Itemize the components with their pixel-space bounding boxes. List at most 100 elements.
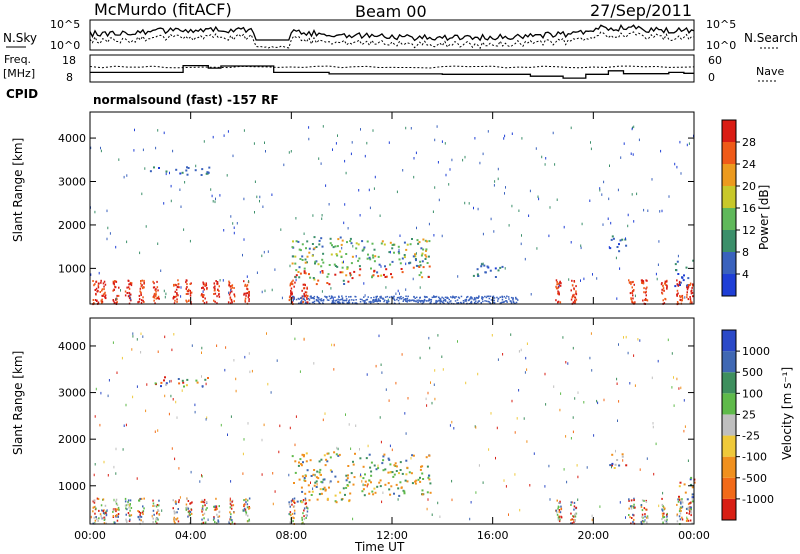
ground-scatter-point [124,294,127,297]
ground-scatter-point [154,302,156,305]
low-range-point [355,299,357,301]
low-range-point [488,295,490,298]
ground-scatter-point [663,516,665,519]
sparse-point [312,487,314,490]
scatter-point [295,274,298,277]
scatter-point [347,474,349,477]
ground-scatter-point [291,499,293,502]
ground-scatter-point [248,507,251,509]
ground-scatter-point [114,521,116,524]
scatter-point [331,244,333,247]
scatter-point [419,468,422,471]
ground-scatter-point [666,285,668,288]
ground-scatter-point [173,520,175,523]
ground-scatter-point [641,499,644,502]
scatter-point [315,283,318,286]
low-range-point [402,296,404,299]
scatter-point [317,477,320,480]
ground-scatter-point [103,285,105,288]
low-range-point [304,299,306,302]
ground-scatter-point [95,280,97,283]
low-range-point [433,296,436,298]
low-range-point [465,300,468,302]
scatter-point [311,254,314,257]
sparse-point [639,468,641,471]
scatter-point [338,453,341,456]
sparse-point [630,152,632,155]
sparse-point [128,503,130,507]
ground-scatter-point [174,296,176,298]
scatter-point [370,481,372,484]
low-range-point [466,296,468,298]
ground-scatter-point [244,508,247,511]
scatter-point [621,238,624,241]
sparse-point [115,447,117,451]
scatter-point [324,464,327,467]
low-range-point [497,300,499,302]
sparse-point [189,239,191,243]
scatter-point [366,257,369,260]
scatter-point [181,379,184,382]
scatter-point [393,464,396,467]
scatter-point [362,477,365,480]
sparse-point [442,368,444,371]
sparse-point [469,517,471,521]
scatter-point [301,259,304,261]
low-range-point [353,299,355,301]
sparse-point [488,448,490,451]
low-range-point [516,298,518,300]
ground-scatter-point [203,288,205,291]
low-range-point [510,302,513,304]
sparse-point [227,130,229,133]
scatter-point [346,266,349,269]
low-range-point [475,300,477,302]
scatter-point [336,265,339,268]
ground-scatter-point [186,498,188,501]
ground-scatter-point [216,508,218,510]
sparse-point [230,415,232,418]
ground-scatter-point [205,508,207,511]
ground-scatter-point [112,282,115,285]
low-range-point [402,300,404,302]
scatter-point [350,262,353,265]
sparse-point [361,480,363,483]
sparse-point [115,245,117,249]
ground-scatter-point [115,502,118,505]
sparse-point [451,479,453,483]
sparse-point [107,226,109,230]
scatter-point [383,273,385,276]
low-range-point [457,302,460,304]
scatter-point [304,258,307,261]
ground-scatter-point [293,497,296,500]
scatter-point [427,255,430,258]
sparse-point [210,188,212,191]
low-range-point [435,295,438,298]
ground-scatter-point [687,508,690,511]
sparse-point [462,158,464,162]
ground-scatter-point [678,282,681,285]
ground-scatter-point [176,292,178,294]
sparse-point [368,188,370,192]
ground-scatter-point [189,514,191,517]
scatter-point [337,238,340,241]
scatter-point [293,482,295,484]
sparse-point [504,192,505,195]
low-range-point [446,297,448,299]
x-tick-label: 20:00 [577,529,609,542]
scatter-point [326,275,329,278]
low-range-point [490,299,493,301]
sparse-point [227,433,228,436]
low-range-point [444,300,447,302]
scatter-point [302,454,305,457]
scatter-point [405,248,408,251]
ground-scatter-point [687,519,690,522]
ground-scatter-point [229,511,231,514]
sparse-point [596,399,598,403]
scatter-point [389,241,392,244]
sparse-point [170,199,172,203]
sparse-point [380,440,382,444]
scatter-point [313,247,316,250]
scatter-point [320,473,322,476]
sparse-point [332,148,333,151]
low-range-point [438,296,440,298]
